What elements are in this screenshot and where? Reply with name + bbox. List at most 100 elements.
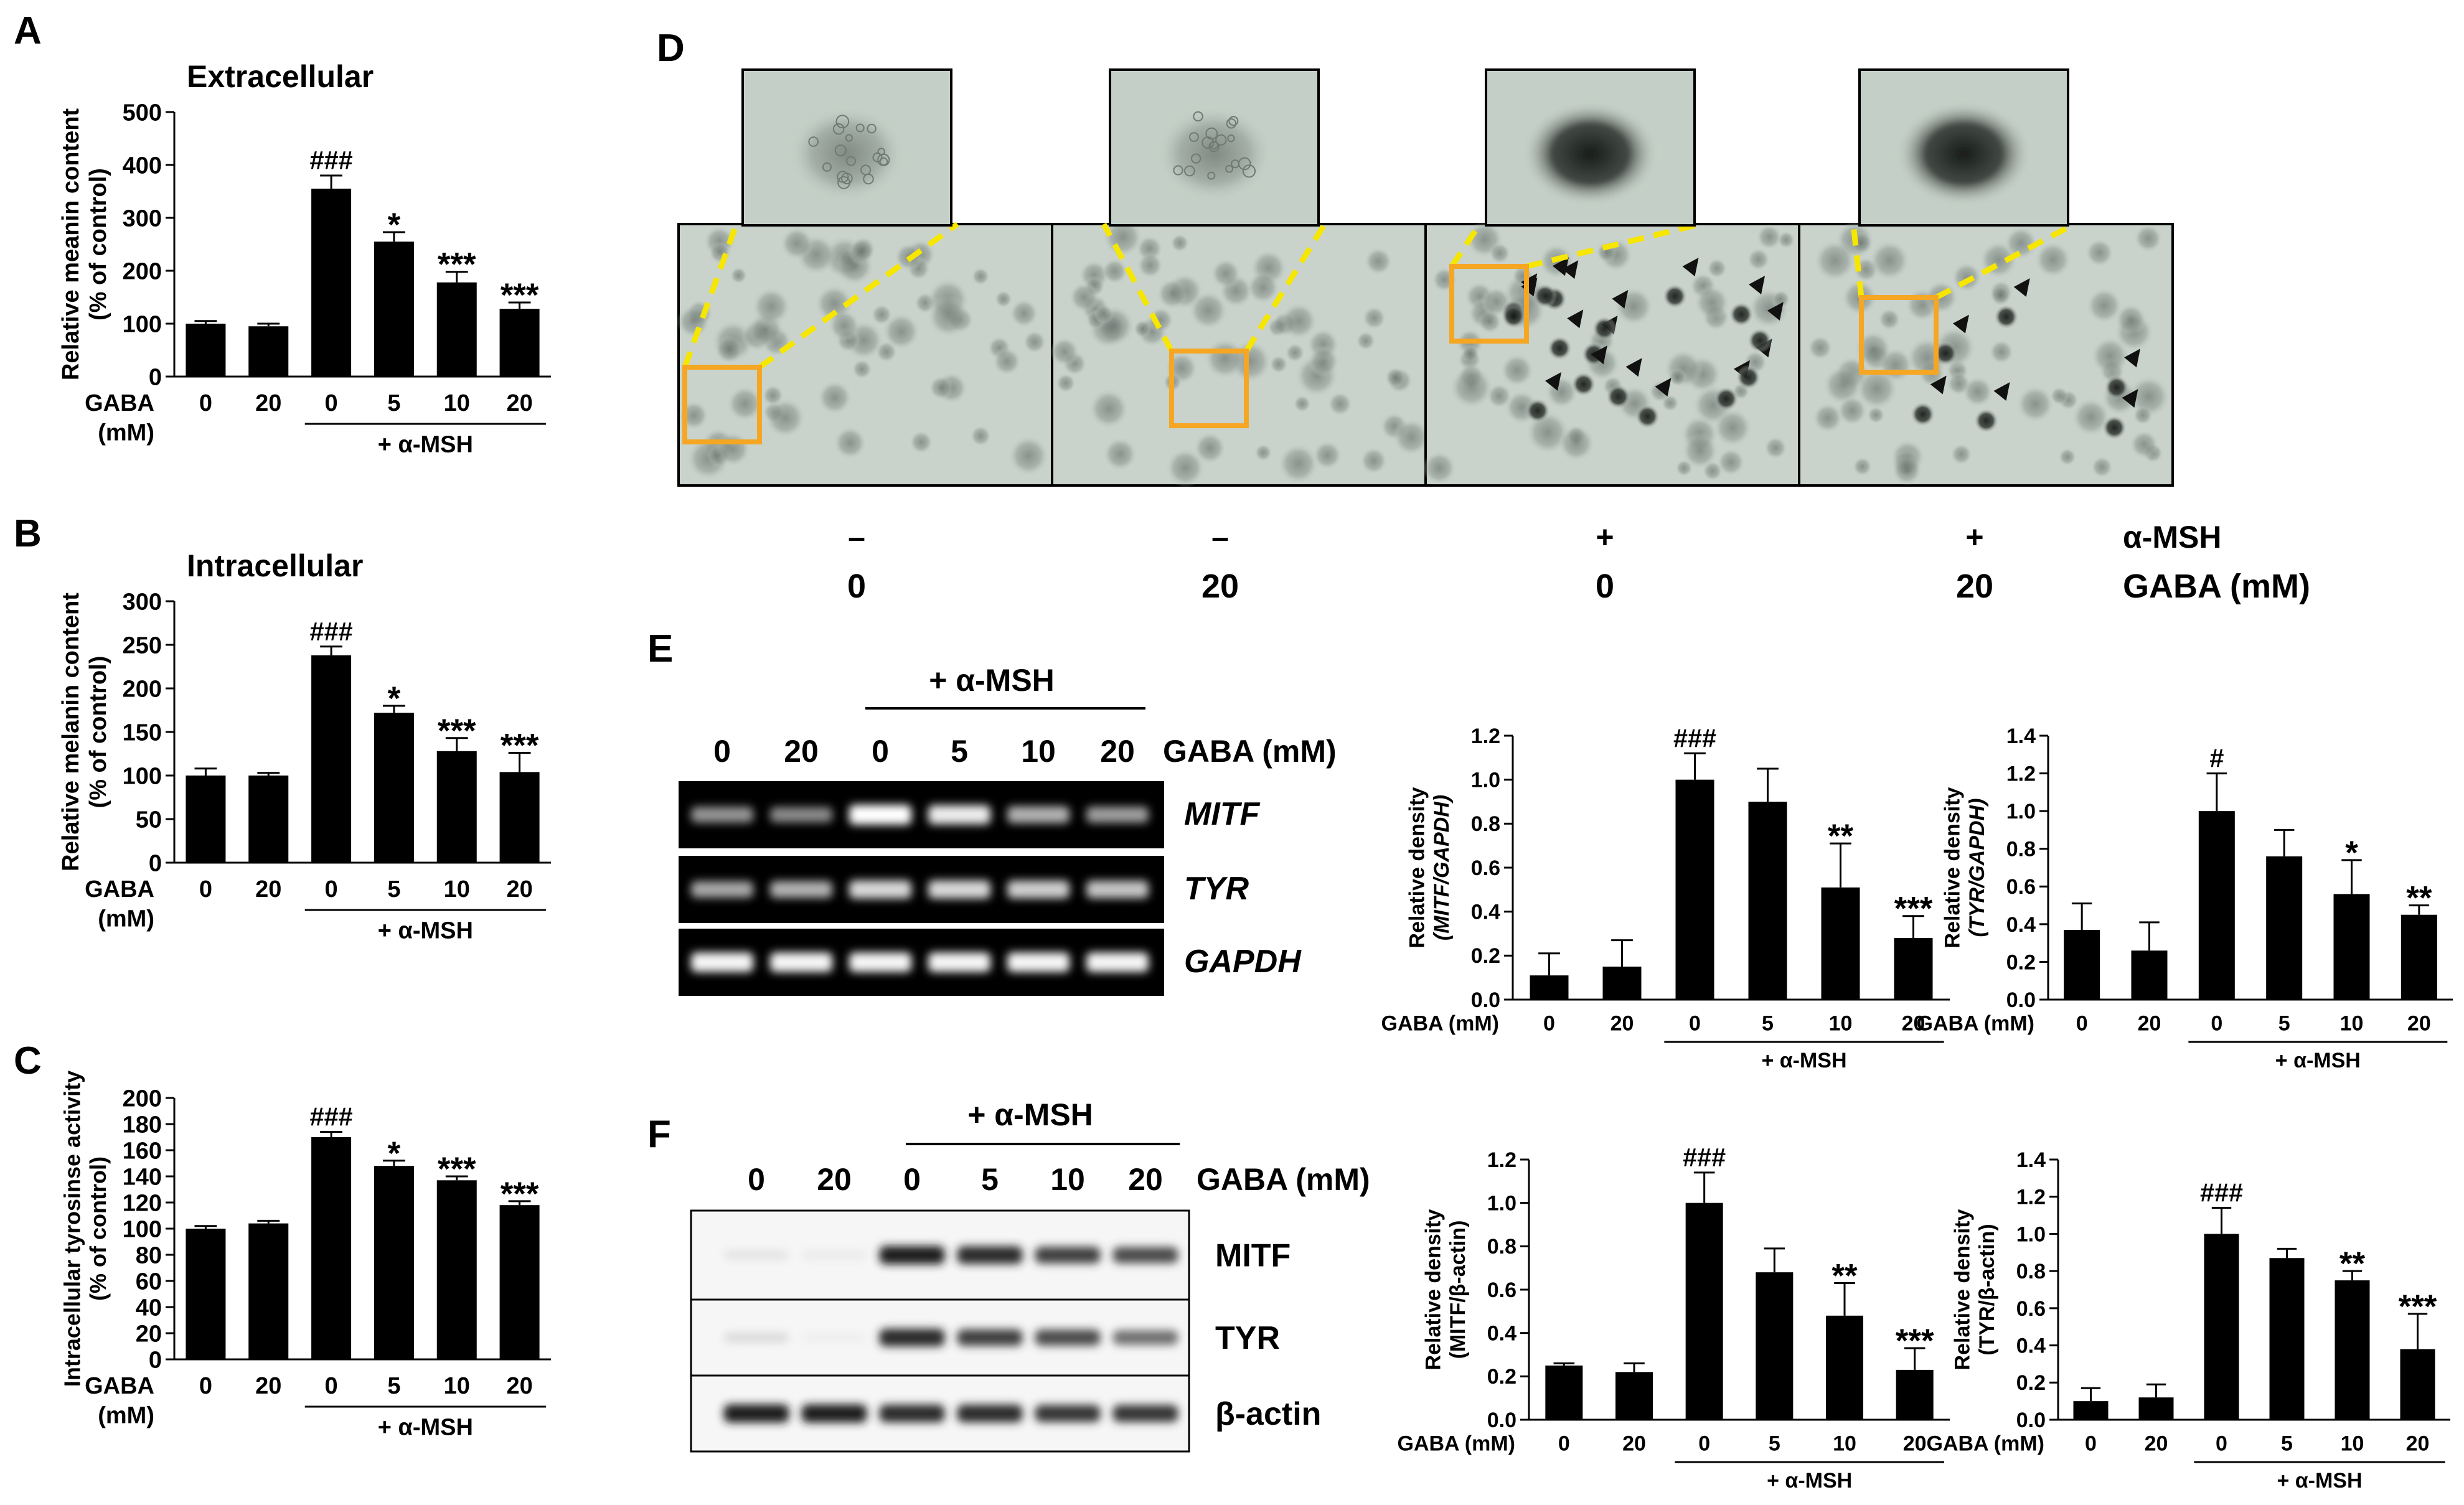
gel-band bbox=[770, 952, 832, 972]
x-tick-label: 20 bbox=[2406, 1432, 2430, 1455]
melanin-cell bbox=[1993, 304, 2019, 329]
bar bbox=[2198, 811, 2235, 1000]
d-col2-msh: – bbox=[1211, 520, 1229, 555]
granule bbox=[1215, 134, 1227, 146]
cell bbox=[1988, 339, 2015, 365]
significance-label: ** bbox=[1828, 818, 1854, 855]
d-col4-msh: + bbox=[1965, 520, 1983, 555]
x-tick-label: 5 bbox=[387, 876, 400, 903]
y-axis-label: (TYR/β-actin) bbox=[1975, 1224, 1999, 1356]
x-tick-label: 10 bbox=[444, 876, 470, 903]
x-tick-label: 20 bbox=[255, 1373, 281, 1399]
cell bbox=[1103, 437, 1137, 472]
gel-band bbox=[1086, 880, 1149, 899]
cell bbox=[2004, 226, 2038, 260]
gel-e-lane-label: 10 bbox=[1021, 734, 1056, 769]
cell bbox=[2133, 223, 2163, 253]
gel-band bbox=[849, 880, 911, 899]
granule bbox=[837, 176, 850, 189]
melanin-cell bbox=[1525, 398, 1551, 423]
d-col3-gaba: 0 bbox=[1596, 568, 1614, 605]
cell bbox=[1950, 443, 1973, 466]
cell bbox=[1951, 261, 1982, 293]
gel-band bbox=[770, 881, 832, 898]
bar bbox=[1826, 1315, 1863, 1420]
gel-band bbox=[691, 807, 753, 823]
cell bbox=[882, 312, 921, 351]
granule bbox=[860, 164, 872, 176]
y-tick-label: 120 bbox=[123, 1190, 162, 1216]
significance-label: ** bbox=[2406, 880, 2432, 917]
y-axis-label: (MITF/GAPDH) bbox=[1430, 795, 1454, 940]
x-tick-label: 10 bbox=[444, 1373, 470, 1399]
significance-label: *** bbox=[438, 713, 476, 749]
y-tick-label: 1.2 bbox=[2016, 1186, 2046, 1209]
d-col4-gaba: 20 bbox=[1956, 568, 1993, 605]
panel-letter-c: C bbox=[14, 1039, 42, 1082]
bar bbox=[1675, 779, 1714, 1000]
arrowhead-marker bbox=[2123, 349, 2140, 368]
cell bbox=[1364, 246, 1393, 276]
arrowhead-marker bbox=[1993, 382, 2010, 401]
x-tick-label: 10 bbox=[444, 390, 470, 416]
highlight-box bbox=[1449, 264, 1529, 344]
gel-e-row-label: MITF bbox=[1184, 796, 1261, 832]
cell bbox=[751, 287, 791, 326]
y-tick-label: 1.2 bbox=[2006, 762, 2036, 785]
melanin-cell bbox=[1713, 386, 1739, 411]
y-tick-label: 0.2 bbox=[1487, 1365, 1516, 1389]
granule bbox=[1226, 118, 1237, 129]
group-label: + α-MSH bbox=[1767, 1469, 1852, 1493]
y-tick-label: 0.8 bbox=[2016, 1260, 2046, 1283]
cell bbox=[828, 309, 861, 342]
group-label: + α-MSH bbox=[2277, 1469, 2362, 1493]
cell bbox=[708, 241, 731, 265]
cell bbox=[1822, 365, 1863, 406]
d-col2-gaba: 20 bbox=[1201, 568, 1239, 605]
cell bbox=[1812, 402, 1843, 434]
cell bbox=[1101, 258, 1128, 285]
y-tick-label: 0 bbox=[149, 1347, 162, 1373]
y-tick-label: 1.0 bbox=[1487, 1192, 1516, 1216]
blot-f-lane-label: 10 bbox=[1050, 1162, 1085, 1197]
granule bbox=[1189, 132, 1199, 143]
arrowhead-marker bbox=[1591, 345, 1607, 365]
significance-label: *** bbox=[438, 246, 476, 283]
cell bbox=[1147, 306, 1174, 334]
bar bbox=[2073, 1401, 2109, 1420]
arrowhead-marker bbox=[2122, 389, 2138, 408]
bar bbox=[2269, 1258, 2305, 1420]
panel-letter-f: F bbox=[647, 1113, 671, 1156]
x-tick-label: 20 bbox=[506, 390, 532, 416]
group-label: + α-MSH bbox=[378, 918, 473, 944]
gel-band bbox=[928, 880, 990, 899]
significance-label: ### bbox=[1683, 1143, 1726, 1172]
x-tick-label: 0 bbox=[325, 1373, 338, 1399]
cell bbox=[1764, 436, 1788, 460]
gel-band bbox=[691, 881, 753, 898]
granule bbox=[1193, 111, 1203, 122]
cell bbox=[1855, 367, 1899, 411]
x-axis-label: GABA (mM) bbox=[1917, 1011, 2035, 1035]
cell bbox=[1500, 353, 1535, 388]
cell bbox=[727, 385, 763, 423]
y-tick-label: 200 bbox=[123, 258, 162, 284]
granule bbox=[835, 115, 850, 129]
blot-band bbox=[723, 1333, 789, 1343]
gel-e-lane-label: 20 bbox=[1100, 734, 1135, 769]
cell bbox=[2049, 386, 2069, 406]
y-tick-label: 1.0 bbox=[1471, 769, 1500, 792]
bar bbox=[436, 751, 477, 863]
bar bbox=[248, 326, 289, 377]
gel-e-lane-label: 0 bbox=[713, 734, 731, 769]
y-axis-label: Relative melanin content bbox=[58, 593, 84, 871]
cell bbox=[1713, 408, 1752, 448]
x-tick-label: 20 bbox=[1611, 1011, 1634, 1035]
y-tick-label: 80 bbox=[136, 1242, 162, 1268]
x-tick-label: 0 bbox=[325, 390, 338, 416]
bar bbox=[2401, 914, 2437, 1000]
x-tick-label: 5 bbox=[1769, 1432, 1780, 1455]
cell bbox=[1165, 448, 1206, 488]
